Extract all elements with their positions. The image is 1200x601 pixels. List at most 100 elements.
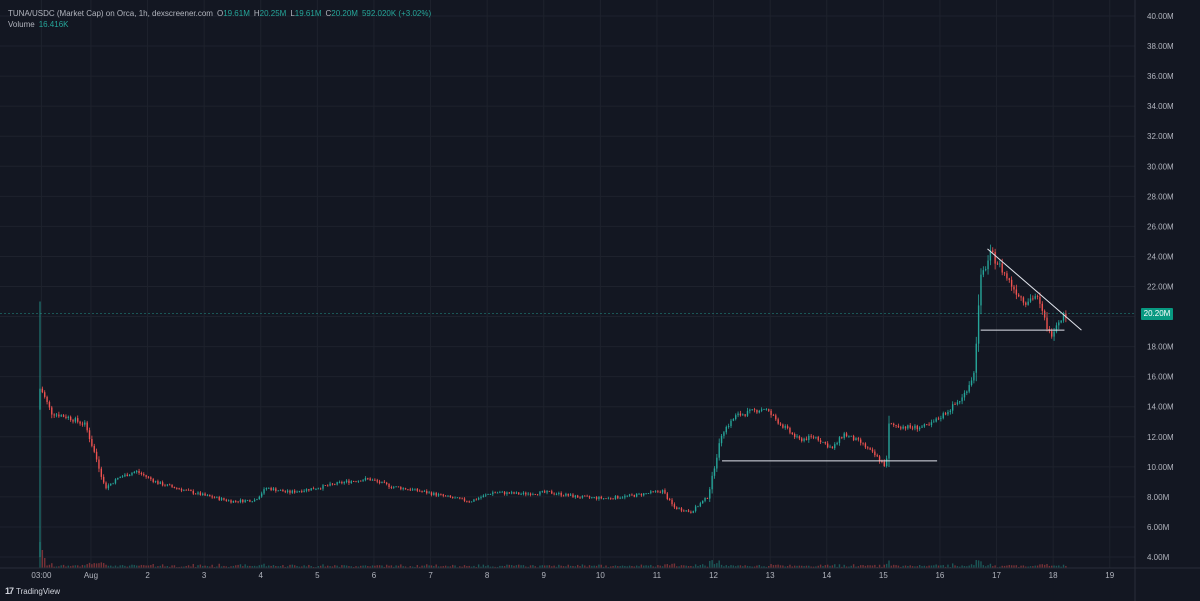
candle-body (916, 425, 918, 430)
candle-body (364, 478, 367, 481)
volume-bar (973, 565, 975, 568)
volume-bar (527, 566, 529, 568)
volume-bar (225, 566, 228, 568)
candle-body (275, 488, 277, 492)
candle-body (864, 443, 867, 448)
volume-bar (1048, 565, 1051, 568)
candle-body (1032, 298, 1034, 300)
candle-body (308, 489, 310, 491)
candle-body (890, 423, 893, 425)
drawing-annotations[interactable] (722, 248, 1082, 462)
candle-body (430, 492, 433, 495)
candle-body (999, 263, 1001, 265)
candle-body (758, 410, 760, 413)
volume-bar (647, 565, 650, 568)
candle-body (996, 263, 999, 265)
volume-bar (1062, 564, 1065, 568)
volume-bar (473, 565, 475, 568)
volume-bar (499, 565, 501, 568)
candle-body (577, 495, 579, 498)
candle-body (357, 480, 360, 482)
volume-bar (947, 564, 949, 568)
candle-body (475, 499, 477, 501)
candle-body (536, 494, 539, 496)
candle-body (852, 435, 855, 441)
candle-body (694, 506, 697, 512)
volume-bar (796, 565, 798, 568)
candle-body (579, 497, 581, 499)
candle-body (161, 482, 164, 486)
volume-bar (435, 564, 437, 568)
time-axis[interactable]: 03:00 Aug 2 3 4 5 6 7 8 9 10 11 12 13 14 15 16 17 18 19 (31, 571, 1114, 580)
candle-body (640, 493, 643, 496)
volume-bar (1060, 566, 1062, 568)
candle-body (206, 495, 209, 496)
volume-bar (690, 565, 692, 568)
candle-body (110, 483, 112, 486)
volume-bar (357, 566, 360, 568)
volume-bar (607, 566, 610, 568)
candle-body (496, 492, 499, 494)
volume-bar (897, 565, 900, 568)
candle-body (124, 474, 126, 477)
volume-bar (565, 566, 567, 568)
candle-body (350, 481, 352, 483)
volume-bar (819, 564, 822, 568)
volume-bar (58, 566, 60, 568)
price-axis[interactable]: 4.00M 6.00M 8.00M 10.00M 12.00M 14.00M 16.00M 1… (1147, 12, 1174, 562)
candle-body (1025, 302, 1027, 305)
candle-body (485, 494, 487, 496)
y-tick-label: 10.00M (1147, 463, 1174, 472)
volume-bar (411, 566, 414, 568)
volume-bar (1025, 566, 1027, 568)
x-tick-label: 18 (1049, 571, 1058, 580)
candle-body (973, 372, 975, 381)
candle-body (147, 476, 150, 478)
candle-body (902, 426, 904, 429)
candle-body (956, 402, 959, 405)
volume-bar (1020, 565, 1022, 568)
volume-bar (770, 564, 772, 568)
last-price-badge: 20.20M (1141, 308, 1173, 320)
candle-body (661, 490, 664, 493)
volume-bar (289, 564, 291, 568)
candle-body (294, 490, 296, 493)
symbol-title[interactable]: TUNA/USDC (Market Cap) on Orca, 1h, dexs… (8, 9, 213, 18)
candle-body (348, 480, 350, 483)
volume-bar (1008, 564, 1010, 568)
volume-bar (312, 566, 315, 568)
candle-body (117, 477, 119, 480)
candle-body (848, 435, 850, 437)
candle-body (197, 492, 199, 494)
candle-body (775, 415, 777, 420)
volume-bar (260, 564, 263, 568)
candle-body (131, 473, 133, 475)
volume-bar (992, 566, 994, 568)
candle-body (291, 490, 294, 493)
volume-bar (725, 565, 727, 568)
candle-body (390, 487, 393, 488)
volume-bar (680, 565, 683, 568)
volume-bar (239, 564, 242, 568)
candle-body (977, 305, 980, 344)
volume-bar (968, 565, 970, 568)
volume-bar (909, 565, 911, 568)
volume-bar (112, 566, 114, 568)
volume-bar (246, 565, 249, 568)
volume-bar (558, 564, 560, 568)
candle-body (930, 422, 933, 426)
volume-bar (518, 564, 520, 568)
candle-body (746, 410, 749, 416)
volume-bar (385, 564, 388, 568)
volume-bar (133, 564, 136, 568)
volume-bar (41, 550, 44, 568)
volume-bar (610, 566, 612, 568)
tradingview-logo[interactable]: 17 TradingView (5, 586, 60, 596)
candle-body (492, 492, 494, 495)
candle-body (911, 427, 914, 429)
candle-body (473, 499, 475, 502)
volume-bar (305, 566, 308, 568)
volume-bar (216, 566, 218, 568)
trend-line[interactable] (987, 248, 1082, 331)
